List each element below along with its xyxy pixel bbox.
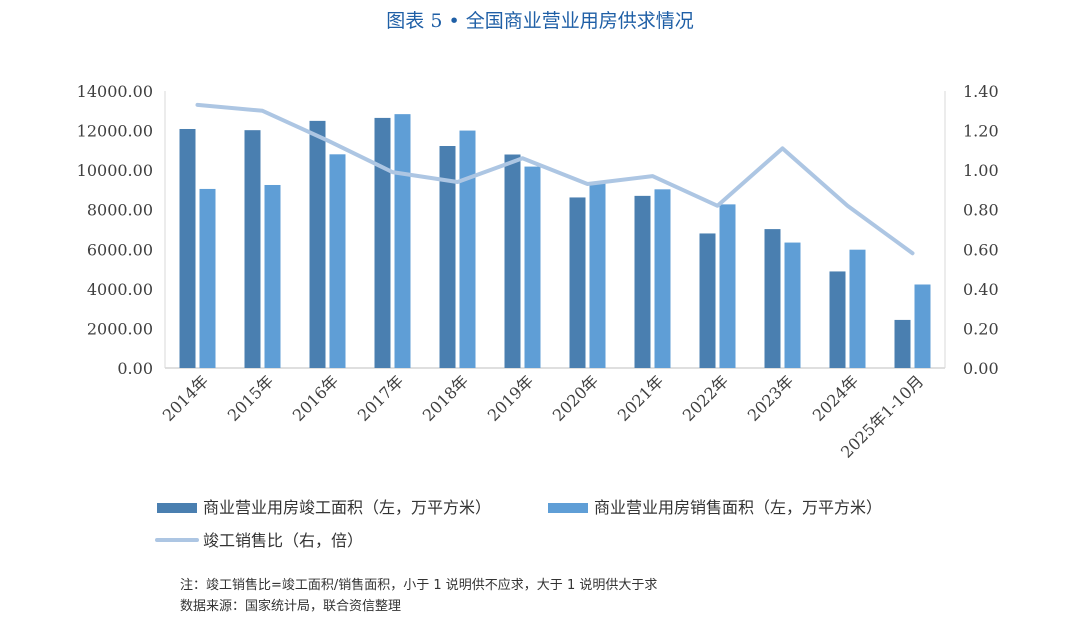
bar-completion-area — [569, 197, 586, 368]
bar-completion-area — [699, 233, 716, 368]
bar-completion-area — [829, 271, 846, 368]
x-tick-labels: 2014年 2015年 2016年 2017年 2018年 2019年 2020年 2021年… — [159, 371, 928, 461]
bars-group — [179, 114, 931, 368]
y-right-tick-label: 1.20 — [963, 122, 999, 141]
x-tick-label: 2021年 — [614, 371, 668, 425]
legend-swatch-sales — [548, 503, 588, 513]
y-right-tick-label: 1.40 — [963, 82, 999, 101]
bar-sales-area — [784, 242, 801, 368]
bar-sales-area — [394, 114, 411, 368]
y-right-tick-label: 0.40 — [963, 280, 999, 299]
bar-sales-area — [524, 166, 541, 368]
chart-title: 图表 5 • 全国商业营业用房供求情况 — [386, 10, 694, 32]
bar-completion-area — [764, 229, 781, 368]
bar-sales-area — [199, 188, 216, 368]
y-right-tick-label: 0.00 — [963, 359, 999, 378]
ratio-line — [195, 102, 915, 256]
bar-completion-area — [504, 154, 521, 368]
bar-sales-area — [719, 204, 736, 368]
x-tick-label: 2015年 — [224, 371, 278, 425]
bar-completion-area — [309, 120, 326, 368]
legend-label-completion: 商业营业用房竣工面积（左，万平方米） — [203, 498, 491, 517]
x-tick-label: 2022年 — [679, 371, 733, 425]
x-tick-label: 2018年 — [419, 371, 473, 425]
bar-completion-area — [244, 130, 261, 368]
footnote-ratio: 注：竣工销售比=竣工面积/销售面积，小于 1 说明供不应求，大于 1 说明供大于… — [180, 578, 658, 593]
y-left-tick-label: 14000.00 — [77, 82, 153, 101]
bar-completion-area — [439, 146, 456, 368]
y-left-tick-label: 0.00 — [117, 359, 153, 378]
bar-completion-area — [894, 319, 911, 368]
bar-sales-area — [849, 249, 866, 368]
legend-swatch-completion — [157, 503, 197, 513]
bar-sales-area — [914, 284, 931, 368]
x-tick-label: 2017年 — [354, 371, 408, 425]
y-left-tick-label: 6000.00 — [87, 240, 153, 259]
ratio-line-group — [195, 102, 915, 256]
y-right-tick-label: 1.00 — [963, 161, 999, 180]
legend: 商业营业用房竣工面积（左，万平方米） 商业营业用房销售面积（左，万平方米） 竣工销售… — [155, 498, 882, 550]
x-tick-label: 2020年 — [549, 371, 603, 425]
bar-completion-area — [179, 128, 196, 368]
y-right-tick-label: 0.60 — [963, 240, 999, 259]
x-tick-label: 2024年 — [809, 371, 863, 425]
y-left-tick-label: 10000.00 — [77, 161, 153, 180]
x-tick-label: 2016年 — [289, 371, 343, 425]
x-tick-label: 2019年 — [484, 371, 538, 425]
bar-completion-area — [374, 117, 391, 368]
footnote-source: 数据来源：国家统计局，联合资信整理 — [180, 599, 402, 614]
axes-group: 0.00 2000.00 4000.00 6000.00 8000.00 10000.00… — [77, 82, 999, 378]
bar-sales-area — [264, 184, 281, 368]
legend-label-sales: 商业营业用房销售面积（左，万平方米） — [594, 498, 882, 517]
bar-sales-area — [589, 182, 606, 368]
bar-sales-area — [459, 130, 476, 368]
y-left-tick-label: 2000.00 — [87, 319, 153, 338]
y-left-tick-label: 8000.00 — [87, 201, 153, 220]
bar-sales-area — [329, 154, 346, 368]
y-right-tick-label: 0.80 — [963, 201, 999, 220]
bar-sales-area — [654, 189, 671, 368]
x-tick-label: 2023年 — [744, 371, 798, 425]
y-left-tick-label: 4000.00 — [87, 280, 153, 299]
y-right-tick-label: 0.20 — [963, 319, 999, 338]
x-tick-label: 2014年 — [159, 371, 213, 425]
y-left-tick-label: 12000.00 — [77, 122, 153, 141]
legend-label-ratio: 竣工销售比（右，倍） — [203, 531, 363, 550]
bar-completion-area — [634, 195, 651, 368]
